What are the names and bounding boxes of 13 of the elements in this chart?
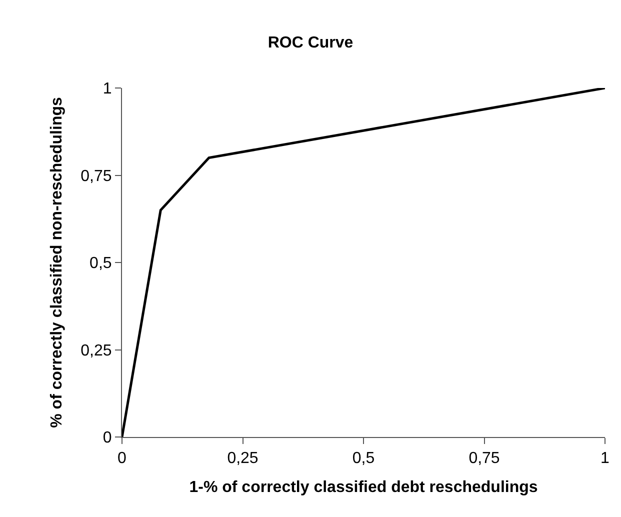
y-tick-label: 0,5 <box>90 255 112 272</box>
x-axis-title: 1-% of correctly classified debt reschedulings <box>189 478 538 496</box>
chart-title: ROC Curve <box>268 34 354 52</box>
y-tick-label: 0 <box>102 430 112 447</box>
x-tick-label: 1 <box>600 450 610 468</box>
y-tick-label: 0,25 <box>80 342 112 360</box>
y-tick-label: 0,75 <box>80 168 112 185</box>
x-tick-label: 0,75 <box>468 450 500 468</box>
x-tick-label: 0,5 <box>352 450 375 468</box>
x-tick-label: 0 <box>118 450 127 468</box>
y-axis-title: % of correctly classified non-reschedulings <box>48 97 66 428</box>
y-tick-label: 1 <box>102 80 112 98</box>
x-tick-label: 0,25 <box>227 450 258 468</box>
